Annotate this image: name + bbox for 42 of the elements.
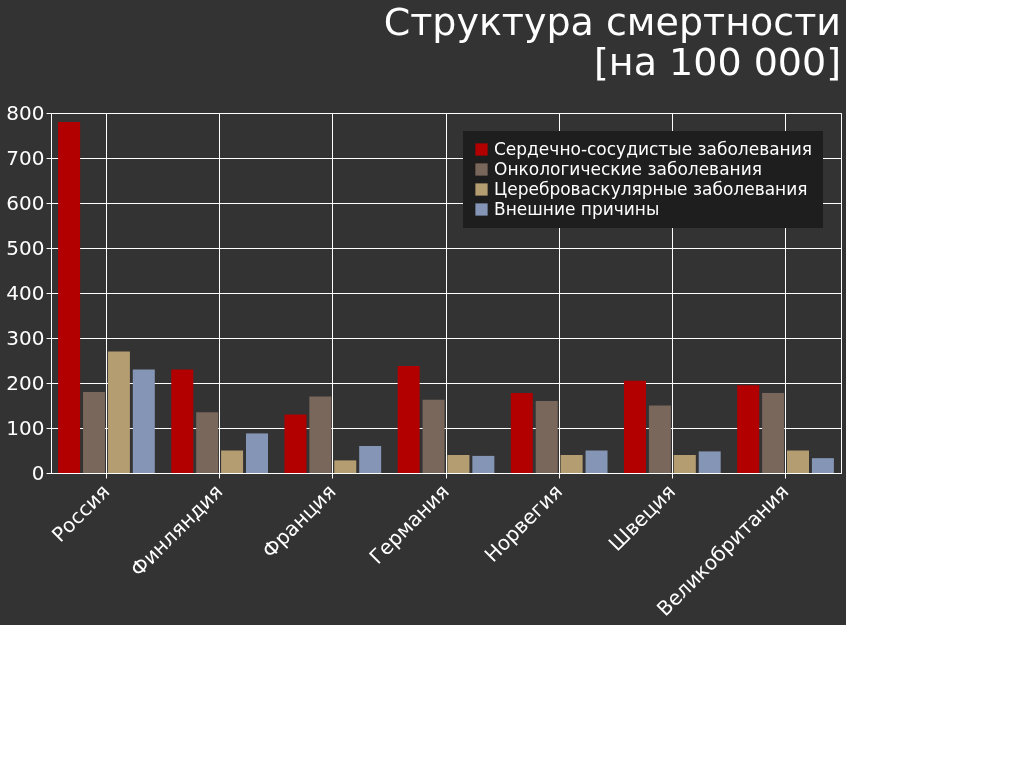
bar: [510, 392, 533, 473]
legend-label: Онкологические заболевания: [494, 158, 762, 179]
y-tick-label: 0: [31, 460, 45, 485]
legend-label: Сердечно-сосудистые заболевания: [494, 138, 813, 159]
bar: [811, 458, 834, 473]
y-tick-label: 600: [6, 190, 45, 215]
bar: [107, 351, 130, 473]
bar: [447, 455, 470, 473]
legend-label: Внешние причины: [494, 198, 660, 219]
bar: [245, 433, 268, 473]
bar: [58, 122, 81, 473]
bar: [673, 455, 696, 473]
legend-label: Цереброваскулярные заболевания: [494, 178, 808, 199]
bar: [762, 392, 785, 473]
bar: [359, 446, 382, 473]
bar: [284, 414, 307, 473]
y-tick-label: 400: [6, 280, 45, 305]
bar: [309, 396, 332, 473]
bar: [334, 460, 357, 473]
text: Структура смертности: [383, 0, 841, 44]
y-tick-label: 700: [6, 145, 45, 170]
bar: [786, 450, 809, 473]
y-tick-label: 800: [6, 100, 45, 125]
bar: [585, 450, 608, 473]
bar: [560, 455, 583, 473]
y-tick-label: 100: [6, 415, 45, 440]
y-tick-label: 300: [6, 325, 45, 350]
bar: [196, 412, 219, 473]
bar: [171, 369, 194, 473]
y-tick-label: 200: [6, 370, 45, 395]
y-tick-label: 500: [6, 235, 45, 260]
bar: [624, 380, 647, 473]
bar: [698, 451, 721, 473]
bar: [472, 455, 495, 473]
bar: [737, 385, 760, 473]
bar: [83, 392, 106, 473]
bar: [648, 405, 671, 473]
bar: [397, 365, 420, 473]
bar: [132, 369, 155, 473]
bar: [221, 450, 244, 473]
bar: [422, 399, 445, 473]
bar: [535, 401, 558, 473]
